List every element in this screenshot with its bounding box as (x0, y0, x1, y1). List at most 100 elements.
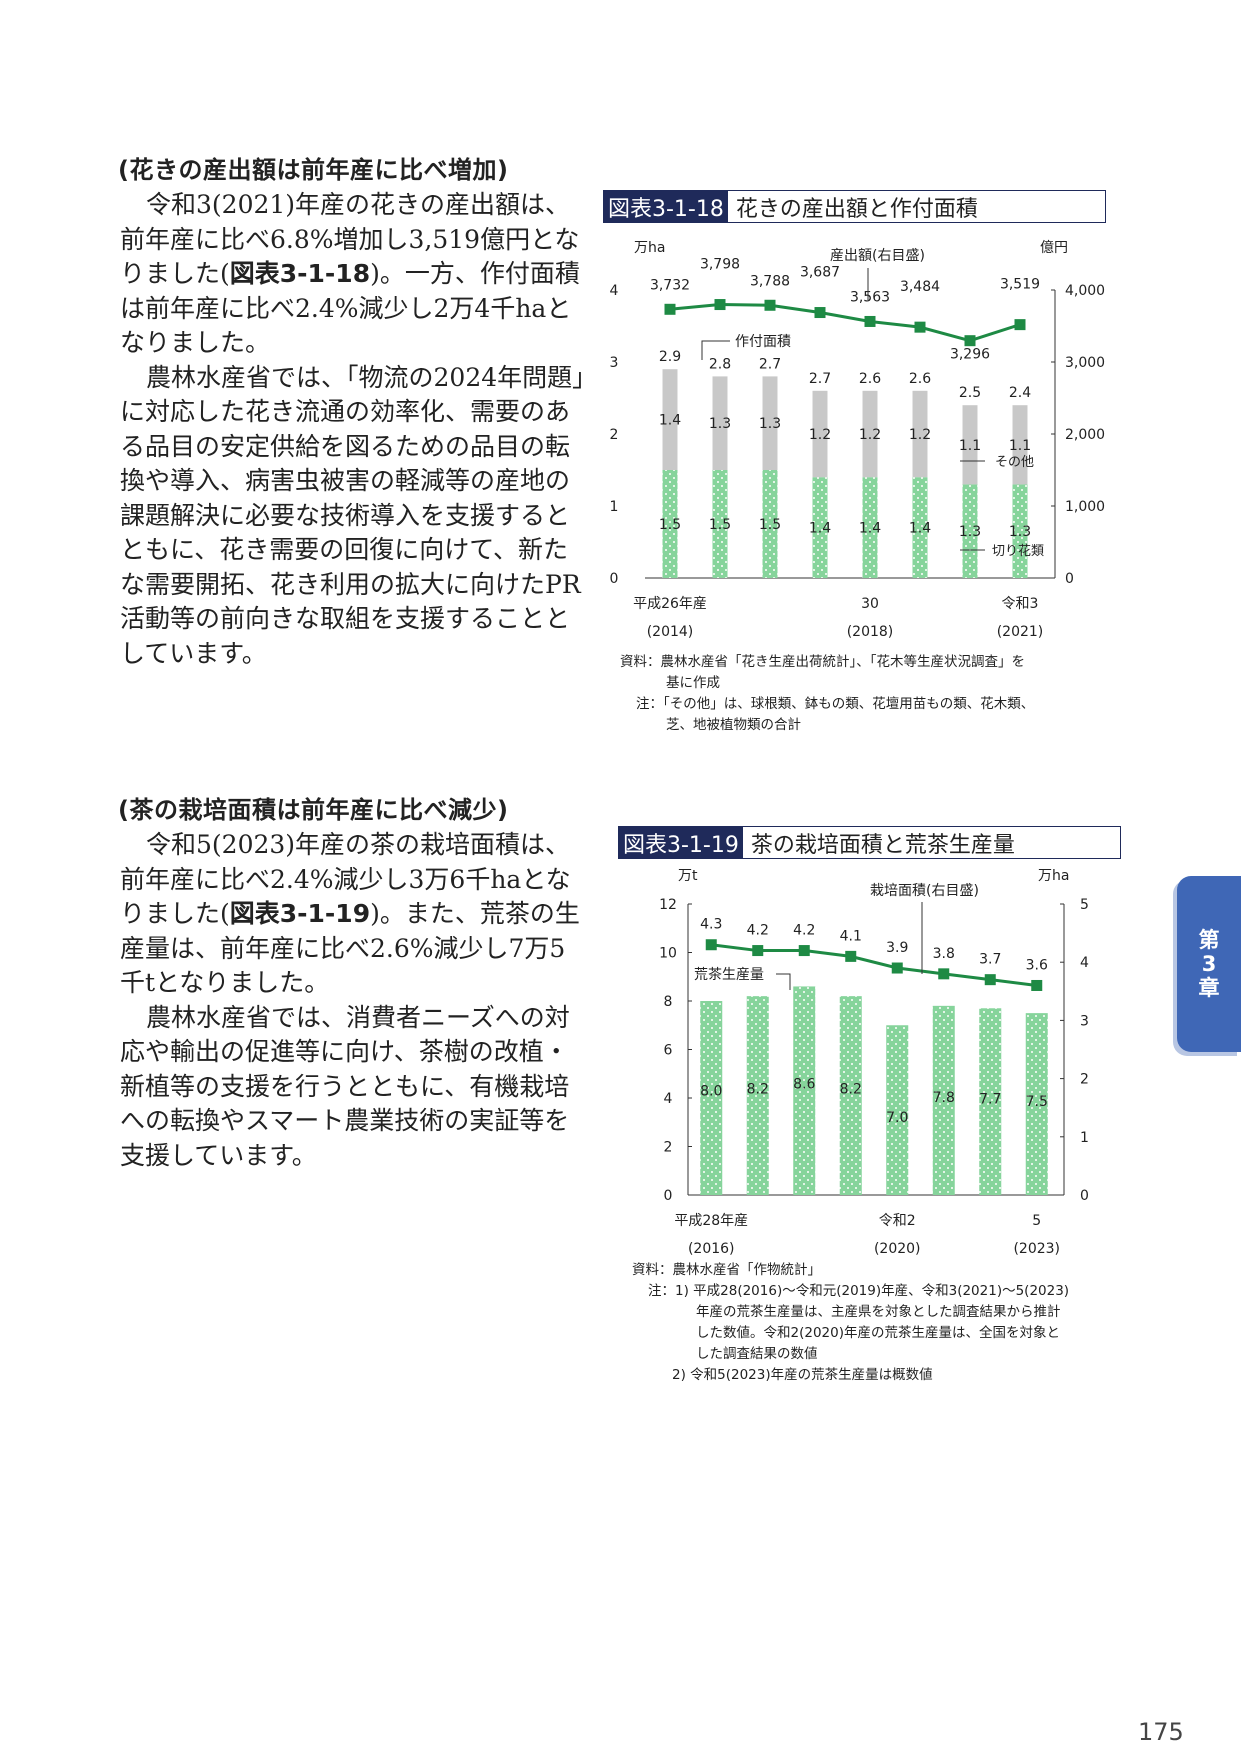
line-value-label: 3,732 (650, 277, 690, 293)
bar-value-label: 1.1 (959, 438, 981, 454)
y-tick-label-left: 2 (664, 1140, 673, 1156)
bar-value-label: 1.2 (859, 427, 881, 443)
total-value-label: 2.8 (709, 356, 731, 372)
chapter-label: 3 (1201, 952, 1217, 976)
bar-value-label: 8.2 (747, 1081, 769, 1097)
line-point (964, 335, 976, 347)
line-point (714, 299, 726, 311)
total-value-label: 2.7 (809, 371, 831, 387)
line-value-label: 3,484 (900, 279, 940, 295)
line-point (814, 307, 826, 319)
y-tick-label-left: 0 (664, 1188, 673, 1204)
note-line: 資料：農林水産省「作物統計」 (632, 1262, 821, 1278)
line-point (1014, 319, 1026, 331)
text: )。また、荒茶の生産量は、前年産に比べ2.6%減少し7万5千tとなりました。 (120, 899, 580, 997)
figure-title: 図表3-1-18 花きの産出額と作付面積 (603, 190, 1106, 223)
total-value-label: 2.7 (759, 356, 781, 372)
bar-value-label: 7.5 (1026, 1094, 1048, 1110)
y-axis-unit-right: 万ha (1038, 868, 1069, 884)
bar-value-label: 8.6 (793, 1076, 815, 1092)
line-point (705, 939, 717, 951)
x-tick-year-label: (2023) (1013, 1241, 1060, 1257)
bar-other (912, 390, 928, 478)
bar-cut-flowers (762, 470, 778, 578)
line-legend-label: 産出額(右目盛) (830, 248, 925, 264)
figure-title: 図表3-1-19 茶の栽培面積と荒茶生産量 (618, 826, 1121, 859)
bar-other (712, 376, 728, 470)
y-axis-unit-left: 万ha (634, 240, 665, 256)
x-tick-year-label: (2014) (647, 624, 694, 640)
y-tick-label-right: 1 (1080, 1130, 1089, 1146)
bar-cut-flowers (712, 470, 728, 578)
line-value-label: 4.1 (840, 928, 862, 944)
bar-value-label: 1.4 (909, 521, 931, 537)
line-value-label: 3.7 (979, 952, 1001, 968)
y-tick-label-left: 2 (610, 427, 619, 443)
total-value-label: 2.4 (1009, 385, 1031, 401)
paragraph: 農林水産省では、「物流の2024年問題」に対応した花き流通の効率化、需要のある品… (120, 362, 585, 668)
bar-value-label: 8.0 (700, 1084, 722, 1100)
bar-value-label: 1.4 (659, 413, 681, 429)
bar-value-label: 1.4 (859, 521, 881, 537)
note-line: 基に作成 (666, 675, 720, 691)
line-value-label: 4.2 (747, 923, 769, 939)
figure-source: 資料：農林水産省「花き生産出荷統計」、「花木等生産状況調査」を 基に作成 注：「… (620, 652, 1034, 736)
paragraph: 令和3(2021)年産の花きの産出額は、前年産に比べ6.8%増加し3,519億円… (120, 188, 590, 361)
note-line: 芝、地被植物類の合計 (666, 717, 801, 733)
y-tick-label-right: 0 (1080, 1188, 1089, 1204)
y-tick-label-left: 10 (659, 946, 677, 962)
figure-link[interactable]: 図表3-1-18 (229, 259, 371, 288)
line-value-label: 3,563 (850, 289, 890, 305)
line-value-label: 3.6 (1026, 957, 1048, 973)
chapter-label: 第 (1198, 928, 1220, 952)
bar-other (762, 376, 778, 470)
y-tick-label-left: 0 (610, 571, 619, 587)
line-point (664, 303, 676, 315)
bar-crude-tea (700, 1001, 723, 1195)
page-number: 175 (1138, 1718, 1184, 1746)
y-tick-label-left: 12 (659, 897, 677, 913)
line-point (984, 974, 996, 986)
x-tick-label: 5 (1032, 1213, 1041, 1229)
bar-crude-tea (886, 1025, 909, 1195)
figure-caption: 花きの産出額と作付面積 (735, 196, 978, 222)
line-value-label: 3,798 (700, 257, 740, 273)
line-value-label: 4.3 (700, 917, 722, 933)
bar-value-label: 1.1 (1009, 438, 1031, 454)
y-tick-label-left: 4 (610, 283, 619, 299)
figure-number: 図表3-1-19 (619, 827, 743, 858)
total-value-label: 2.5 (959, 385, 981, 401)
series-legend-label: その他 (995, 455, 1034, 470)
bar-value-label: 8.2 (840, 1081, 862, 1097)
bar-cut-flowers (862, 477, 878, 578)
x-tick-label: 令和2 (879, 1213, 916, 1229)
bar-value-label: 1.5 (709, 517, 731, 533)
paragraph: 農林水産省では、消費者ニーズへの対応や輸出の促進等に向け、茶樹の改植・新植等の支… (120, 1002, 570, 1170)
bar-other (1012, 405, 1028, 485)
x-tick-year-label: (2020) (874, 1241, 921, 1257)
line-point (864, 315, 876, 327)
y-tick-label-right: 3,000 (1065, 355, 1105, 371)
y-axis-unit-right: 億円 (1040, 240, 1068, 256)
y-axis-unit-left: 万t (678, 868, 698, 884)
x-tick-label: 30 (861, 596, 879, 612)
note-line: 2) 令和5(2023)年産の荒茶生産量は概数値 (672, 1367, 933, 1383)
paragraph: 令和5(2023)年産の茶の栽培面積は、前年産に比べ2.4%減少し3万6千haと… (120, 828, 590, 1001)
bar-value-label: 1.3 (709, 416, 731, 432)
bar-value-label: 7.0 (886, 1110, 908, 1126)
y-tick-label-right: 2,000 (1065, 427, 1105, 443)
chapter-tab[interactable]: 第 3 章 (1177, 876, 1241, 1052)
bar-crude-tea (979, 1008, 1002, 1195)
y-tick-label-left: 3 (610, 355, 619, 371)
section-heading: (花きの産出額は前年産に比べ増加) (118, 156, 509, 184)
line-value-label: 3,296 (950, 347, 990, 363)
figure-link[interactable]: 図表3-1-19 (229, 899, 371, 928)
bar-crude-tea (793, 986, 816, 1195)
note-line: 注：1) 平成28(2016)～令和元(2019)年産、令和3(2021)～5(… (648, 1283, 1070, 1299)
note-line: 注：「その他」は、球根類、鉢もの類、花壇用苗もの類、花木類、 (636, 696, 1035, 712)
bar-crude-tea (1025, 1013, 1048, 1195)
x-tick-label: 令和3 (1002, 596, 1039, 612)
bar-other (862, 390, 878, 478)
bar-cut-flowers (912, 477, 928, 578)
line-value-label: 3,519 (1000, 277, 1040, 293)
